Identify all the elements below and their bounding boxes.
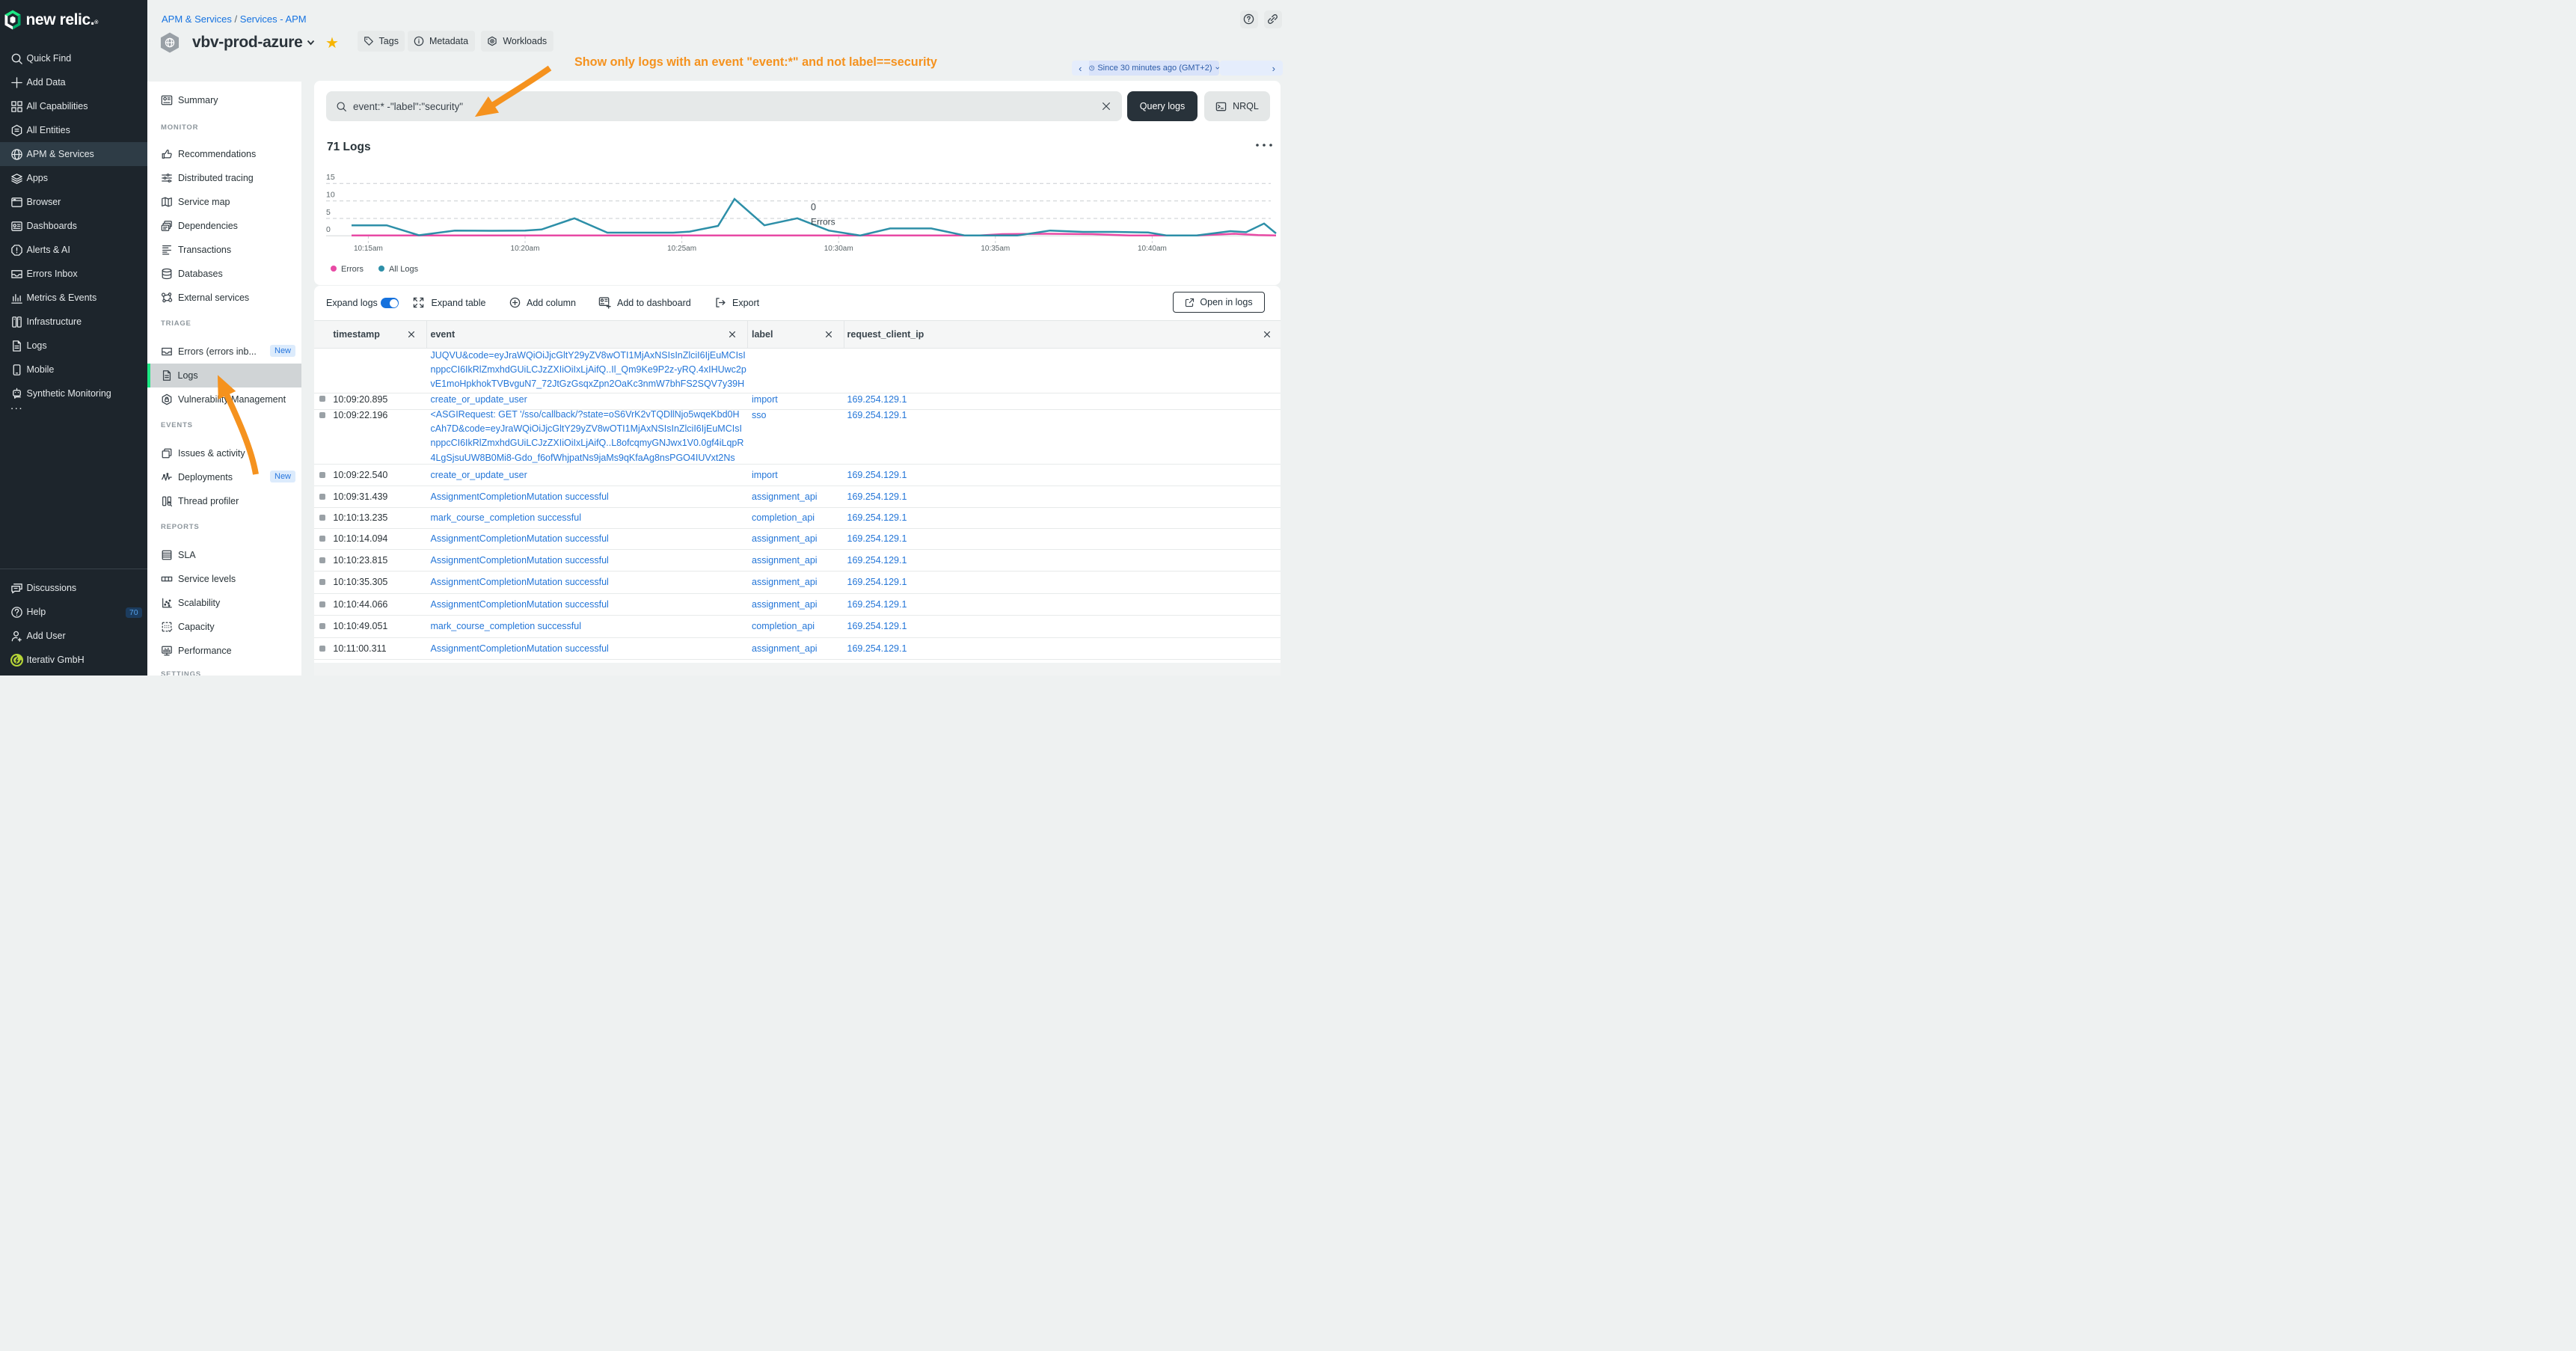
svg-text:10: 10 [326,191,335,200]
svg-text:0: 0 [326,225,331,234]
svg-text:15: 15 [326,173,335,182]
svg-text:0: 0 [811,202,816,212]
svg-text:Errors: Errors [811,217,835,227]
svg-text:10:25am: 10:25am [667,245,696,253]
svg-text:10:40am: 10:40am [1138,245,1167,253]
svg-text:10:35am: 10:35am [981,245,1010,253]
svg-text:10:30am: 10:30am [824,245,853,253]
svg-text:5: 5 [326,208,331,217]
svg-text:10:15am: 10:15am [354,245,383,253]
svg-text:10:20am: 10:20am [511,245,540,253]
